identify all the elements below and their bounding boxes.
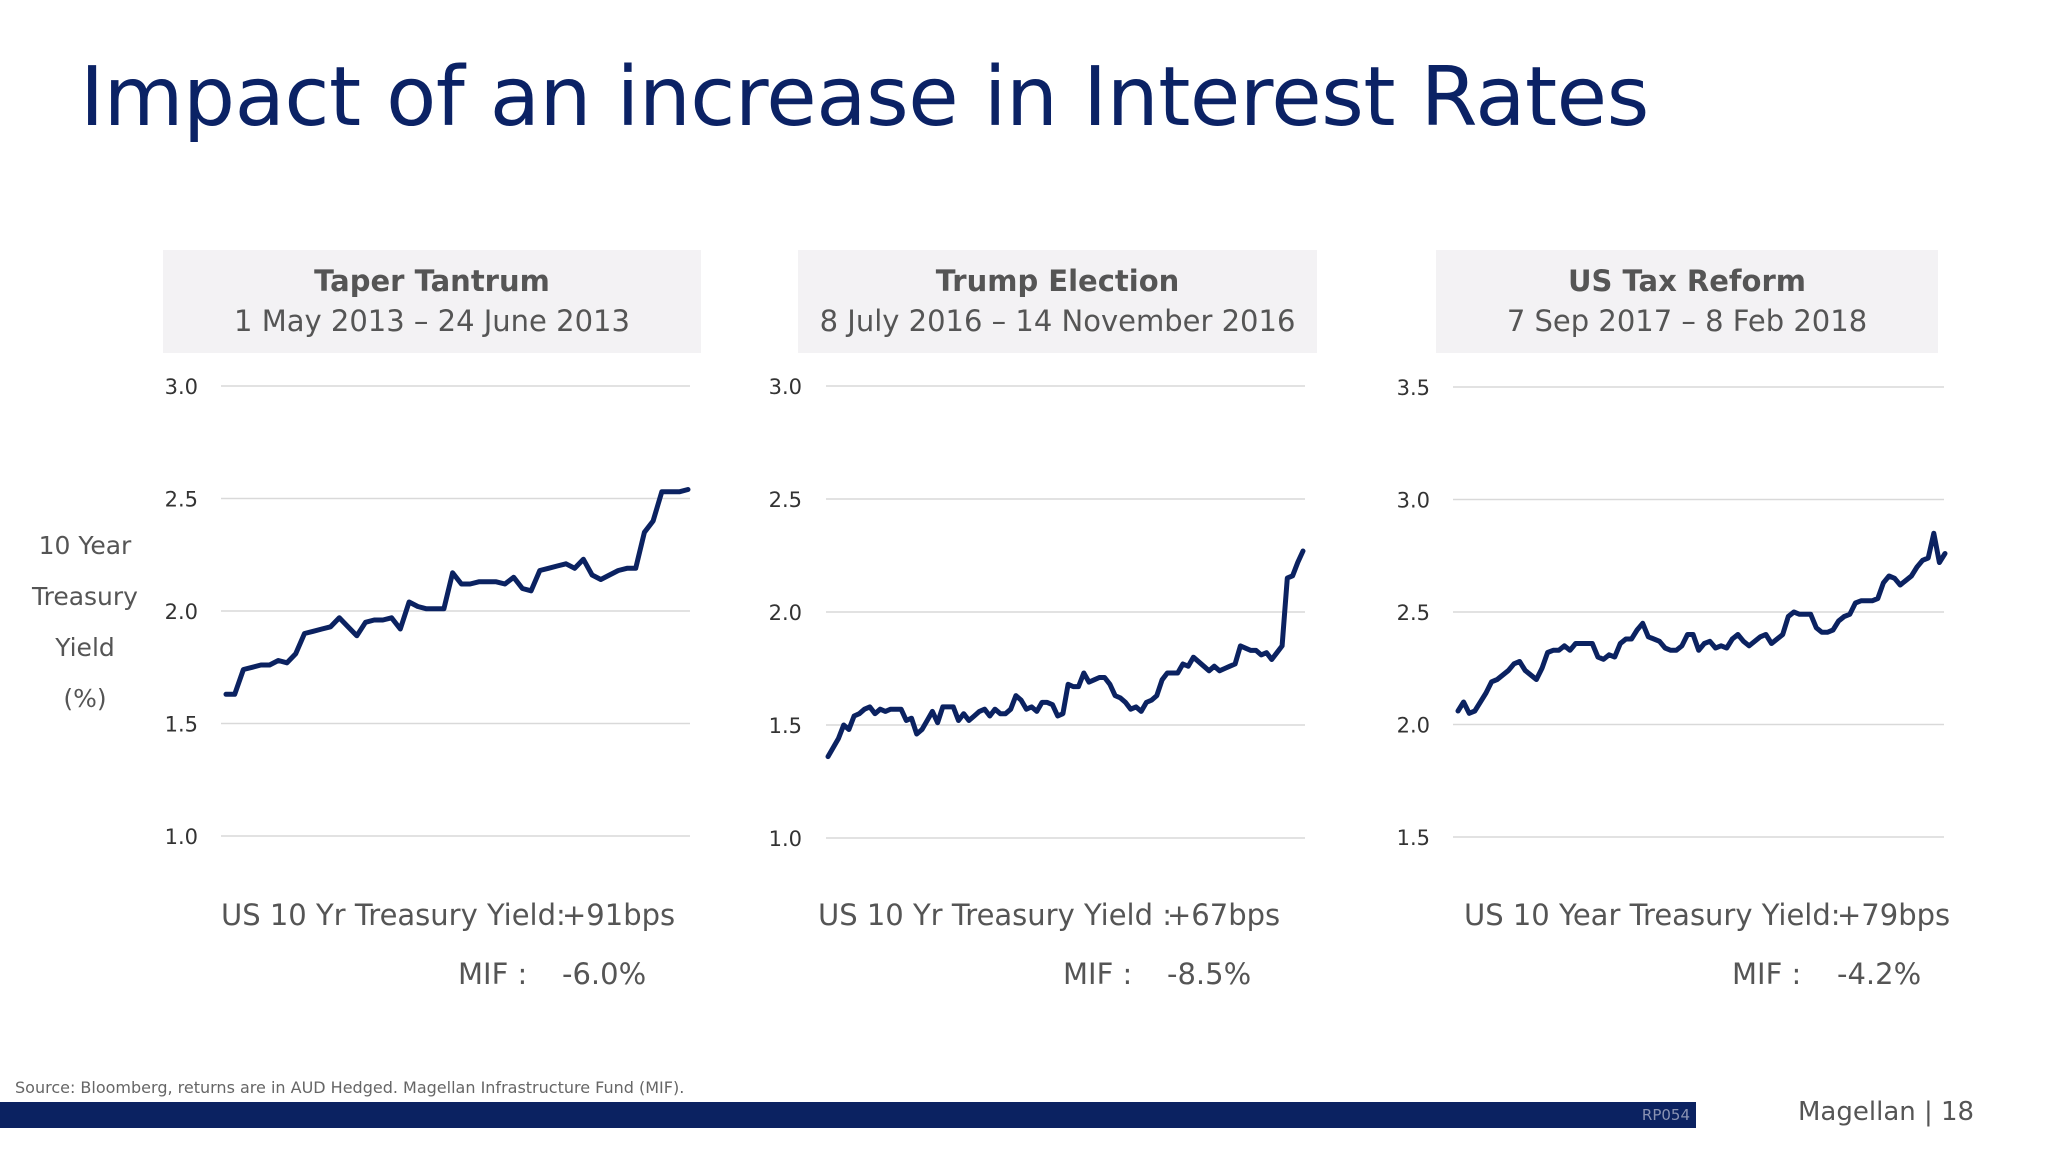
y-tick-label: 3.0 [1397,489,1430,513]
panel-header-taper-tantrum: Taper Tantrum 1 May 2013 – 24 June 2013 [163,250,701,353]
y-tick-label: 3.0 [165,375,198,399]
series-line [1455,530,1948,716]
panel-title: Taper Tantrum [314,264,550,298]
footer-brand: Magellan | 18 [1798,1097,1975,1127]
stat-mif-value: -8.5% [1167,957,1252,991]
stat-yield-value: +79bps [1837,898,1951,932]
y-axis-label-line: 10 Year [38,531,132,560]
y-tick-label: 2.0 [769,601,802,625]
y-axis-label-line: Treasury [32,582,138,611]
panel-header-us-tax-reform: US Tax Reform 7 Sep 2017 – 8 Feb 2018 [1436,250,1938,353]
y-tick-label: 3.5 [1397,376,1430,400]
stat-mif-value: -6.0% [562,957,647,991]
stat-mif-label: MIF : [458,957,528,991]
series-line [825,548,1306,760]
page-title: Impact of an increase in Interest Rates [80,50,1649,145]
y-tick-label: 2.5 [1397,601,1430,625]
y-axis-label-line: Yield [55,633,115,662]
y-tick-label: 1.5 [769,714,802,738]
y-axis-label: 10 Year Treasury Yield (%) [20,520,150,724]
stat-yield-label: US 10 Year Treasury Yield: [1464,898,1841,932]
stat-mif-value: -4.2% [1837,957,1922,991]
panel-period: 1 May 2013 – 24 June 2013 [234,304,630,338]
footer-bar: RP054 [0,1102,1696,1128]
stat-yield-value: +91bps [562,898,676,932]
panel-period: 8 July 2016 – 14 November 2016 [819,304,1296,338]
y-axis-label-line: (%) [63,684,107,713]
footer-code: RP054 [1641,1106,1690,1124]
stat-yield-label: US 10 Yr Treasury Yield : [818,898,1173,932]
y-tick-label: 1.5 [1397,826,1430,850]
stat-mif-label: MIF : [1732,957,1802,991]
source-note: Source: Bloomberg, returns are in AUD He… [15,1078,685,1097]
y-tick-label: 2.5 [769,488,802,512]
y-tick-label: 2.5 [165,488,198,512]
stat-yield-label: US 10 Yr Treasury Yield: [221,898,566,932]
y-tick-label: 3.0 [769,375,802,399]
panel-title: Trump Election [935,264,1180,298]
y-tick-label: 1.0 [165,825,198,849]
y-tick-label: 1.0 [769,827,802,851]
panel-header-trump-election: Trump Election 8 July 2016 – 14 November… [798,250,1317,353]
panel-period: 7 Sep 2017 – 8 Feb 2018 [1506,304,1868,338]
y-tick-label: 2.0 [165,600,198,624]
y-tick-label: 1.5 [165,713,198,737]
stat-yield-value: +67bps [1167,898,1281,932]
y-tick-label: 2.0 [1397,714,1430,738]
series-line [223,487,691,697]
panel-title: US Tax Reform [1567,264,1806,298]
stat-mif-label: MIF : [1063,957,1133,991]
